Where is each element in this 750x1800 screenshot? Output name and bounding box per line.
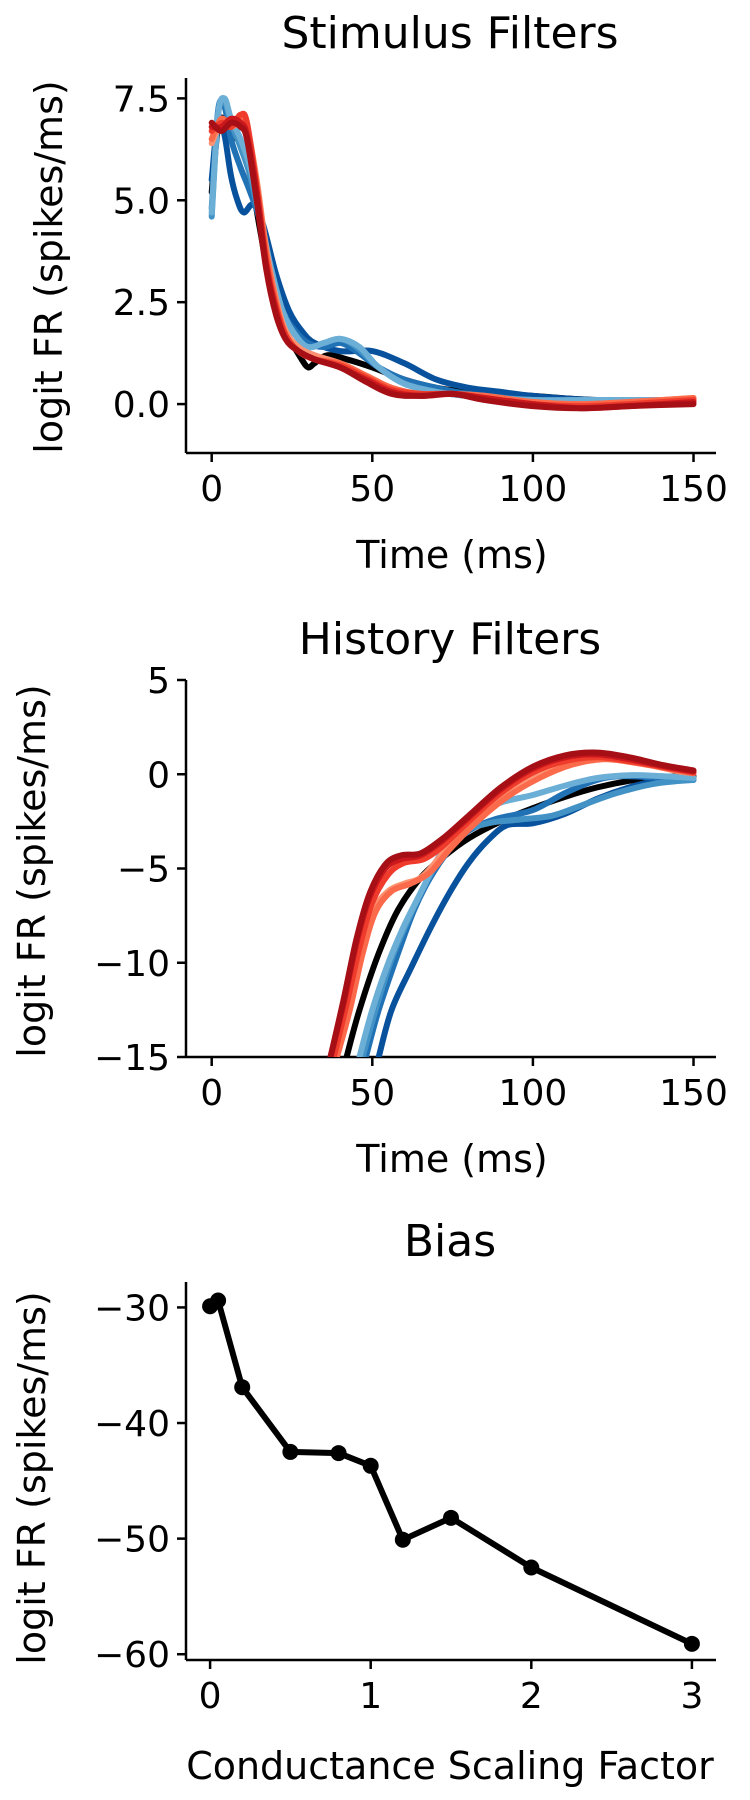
bias-title: Bias — [404, 1216, 496, 1267]
bias-xtick-label: 0 — [199, 1676, 222, 1717]
bias-data-point — [330, 1445, 347, 1462]
bias-data-point — [234, 1379, 251, 1396]
history-filters-panel: History Filters logit FR (spikes/ms) Tim… — [10, 614, 728, 1181]
stimulus-filters-series-line-5 — [208, 118, 697, 408]
bias-axes: 0 1 2 3 −60 −50 −40 −30 — [94, 1282, 716, 1717]
history-filters-ytick-label: −5 — [117, 850, 170, 891]
stimulus-filters-ytick-label: 7.5 — [113, 79, 170, 120]
stimulus-filters-series-line-9 — [208, 119, 697, 412]
stimulus-filters-xtick-label: 50 — [349, 469, 395, 510]
stimulus-filters-ylabel: logit FR (spikes/ms) — [27, 80, 71, 453]
stimulus-filters-ytick-label: 0.0 — [113, 385, 170, 426]
history-filters-xtick-label: 100 — [499, 1073, 568, 1114]
history-filters-ytick-label: 5 — [147, 661, 170, 702]
stimulus-filters-series-line-4 — [208, 95, 697, 404]
bias-data-point — [282, 1443, 299, 1460]
stimulus-filters-title: Stimulus Filters — [281, 8, 618, 59]
history-filters-title: History Filters — [299, 614, 601, 665]
bias-data-point — [683, 1635, 700, 1652]
bias-xlabel: Conductance Scaling Factor — [186, 1744, 714, 1788]
history-filters-xlabel: Time (ms) — [355, 1137, 548, 1181]
stimulus-filters-ytick-label: 2.5 — [113, 283, 170, 324]
history-filters-series-line-0 — [343, 773, 697, 1057]
bias-panel: Bias logit FR (spikes/ms) Conductance Sc… — [10, 1216, 716, 1788]
bias-data-point — [443, 1509, 459, 1526]
stimulus-filters-xtick-label: 150 — [659, 469, 728, 510]
history-filters-xtick-label: 150 — [659, 1073, 728, 1114]
stimulus-filters-series-line-3 — [208, 97, 697, 404]
stimulus-filters-series-line-1 — [208, 113, 697, 404]
bias-ylabel: logit FR (spikes/ms) — [10, 1291, 54, 1664]
bias-ytick-label: −30 — [94, 1288, 170, 1329]
stimulus-filters-xtick-label: 0 — [200, 469, 223, 510]
history-filters-ytick-label: 0 — [147, 755, 170, 796]
bias-ytick-label: −40 — [94, 1404, 170, 1445]
history-filters-xtick-label: 0 — [200, 1073, 223, 1114]
history-filters-series-line-9 — [327, 749, 697, 1057]
bias-data-point — [362, 1457, 379, 1474]
stimulus-filters-xlabel: Time (ms) — [355, 533, 548, 577]
bias-xtick-label: 3 — [680, 1676, 703, 1717]
history-filters-axes: 0 50 100 150 −15 −10 −5 0 5 — [94, 661, 728, 1114]
bias-xtick-label: 2 — [520, 1676, 543, 1717]
bias-series-group — [202, 1292, 700, 1652]
history-filters-ylabel: logit FR (spikes/ms) — [10, 684, 54, 1057]
bias-series-line — [208, 1297, 694, 1647]
stimulus-filters-ytick-label: 5.0 — [113, 181, 170, 222]
stimulus-filters-series-line-8 — [208, 115, 697, 412]
history-filters-ytick-label: −15 — [94, 1038, 170, 1079]
stimulus-filters-series-line-7 — [208, 110, 697, 410]
bias-ytick-label: −60 — [94, 1635, 170, 1676]
stimulus-filters-series-line-2 — [208, 97, 697, 405]
stimulus-filters-series-group — [208, 95, 697, 412]
history-filters-series-group — [327, 749, 697, 1057]
bias-data-point — [210, 1292, 227, 1309]
stimulus-filters-panel: Stimulus Filters logit FR (spikes/ms) Ti… — [27, 8, 728, 577]
history-filters-xtick-label: 50 — [349, 1073, 395, 1114]
stimulus-filters-series-line-0 — [208, 114, 697, 404]
history-filters-ytick-label: −10 — [94, 944, 170, 985]
bias-data-point — [523, 1559, 540, 1576]
stimulus-filters-axes: 0 50 100 150 0.0 2.5 5.0 7.5 — [113, 78, 728, 510]
stimulus-filters-xtick-label: 100 — [499, 469, 568, 510]
bias-xtick-label: 1 — [359, 1676, 382, 1717]
bias-data-point — [394, 1531, 411, 1548]
stimulus-filters-series-line-6 — [208, 115, 697, 408]
bias-ytick-label: −50 — [94, 1520, 170, 1561]
